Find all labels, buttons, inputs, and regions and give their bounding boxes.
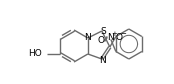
Text: N: N (108, 33, 114, 42)
Text: O: O (97, 36, 104, 45)
Text: N: N (100, 56, 106, 65)
Text: O: O (115, 33, 122, 42)
Text: HO: HO (28, 49, 42, 58)
Text: +: + (111, 31, 117, 37)
Text: S: S (100, 26, 106, 36)
Text: −: − (120, 31, 126, 37)
Text: N: N (85, 34, 91, 43)
